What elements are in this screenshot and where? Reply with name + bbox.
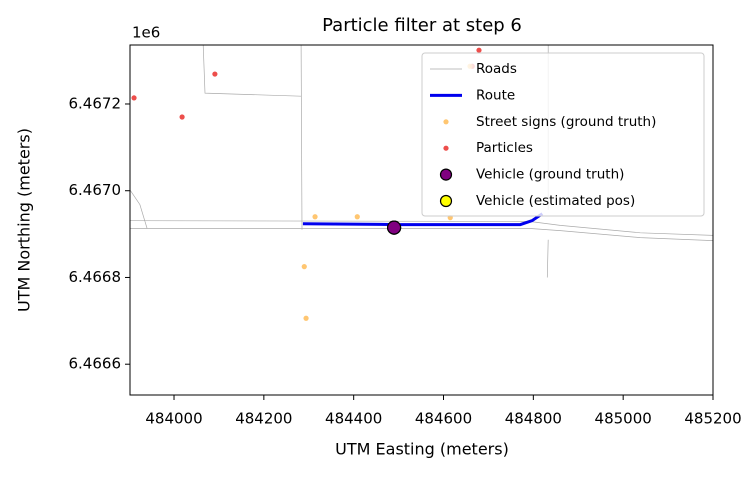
legend-box — [421, 52, 705, 217]
x-axis-label: UTM Easting (meters) — [335, 440, 509, 459]
axes-frame — [129, 44, 714, 396]
point — [131, 95, 137, 101]
legend-marker — [443, 145, 449, 151]
point — [303, 315, 309, 321]
x-tick-label: 484000 — [145, 410, 202, 428]
x-tick-label: 484800 — [505, 410, 562, 428]
y-tick-label: 6.4666 — [69, 355, 122, 373]
legend-label: Roads — [476, 61, 517, 77]
vehicle-marker — [387, 220, 402, 235]
y-axis-label: UTM Northing (meters) — [15, 128, 34, 312]
point — [212, 71, 218, 77]
point — [301, 264, 307, 270]
point — [354, 214, 360, 220]
road-lines — [130, 45, 713, 278]
legend-label: Vehicle (ground truth) — [476, 167, 624, 183]
y-tick-label: 6.4672 — [69, 94, 122, 112]
x-tick-label: 485200 — [684, 410, 741, 428]
x-tick-label: 484400 — [325, 410, 382, 428]
legend-marker — [443, 119, 449, 125]
x-tick-label: 485000 — [595, 410, 652, 428]
legend-label: Street signs (ground truth) — [476, 114, 656, 130]
point — [476, 47, 482, 53]
y-tick-label: 6.4668 — [69, 268, 122, 286]
point — [312, 214, 318, 220]
legend-label: Vehicle (estimated pos) — [476, 193, 635, 209]
legend-marker — [439, 194, 453, 208]
x-tick-label: 484600 — [415, 410, 472, 428]
x-tick-label: 484200 — [235, 410, 292, 428]
route-line — [302, 212, 544, 227]
y-offset-text: 1e6 — [132, 24, 160, 42]
y-tick-label: 6.4670 — [69, 181, 122, 199]
legend-label: Particles — [476, 140, 533, 156]
chart-title: Particle filter at step 6 — [322, 15, 522, 36]
legend-marker — [439, 168, 453, 181]
legend-label: Route — [476, 87, 515, 103]
point — [179, 114, 185, 120]
